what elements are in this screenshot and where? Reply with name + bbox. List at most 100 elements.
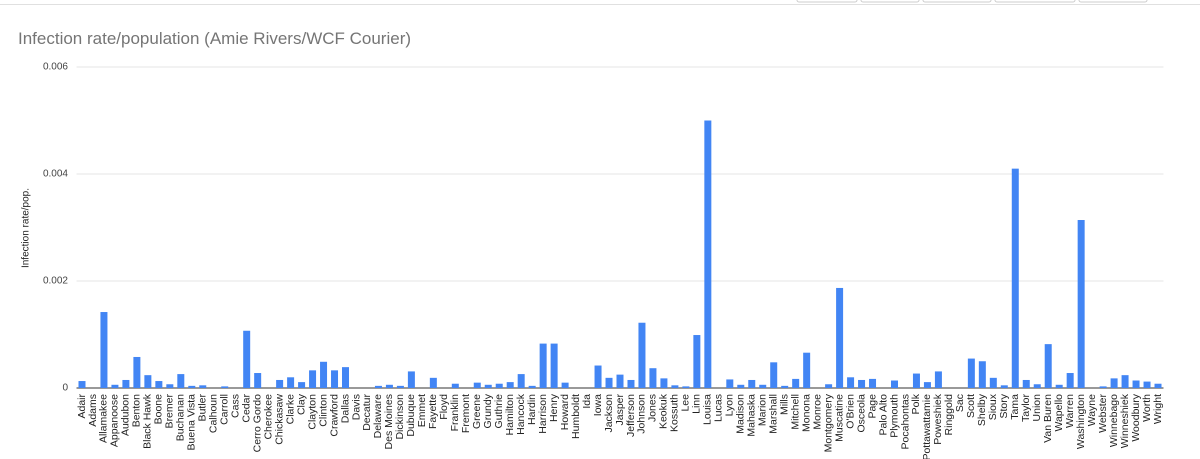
- x-tick-label: Story: [998, 393, 1010, 418]
- x-tick-label: Winneshiek: [1119, 393, 1131, 448]
- toolbar-button[interactable]: [860, 0, 920, 3]
- x-tick-label: Winnebago: [1108, 394, 1120, 447]
- bar: [858, 379, 866, 388]
- x-tick-label: Humboldt: [570, 394, 582, 439]
- bar: [429, 377, 437, 388]
- x-tick-label: Butler: [197, 394, 209, 422]
- x-tick-label: Calhoun: [208, 394, 220, 433]
- bar: [967, 358, 975, 388]
- x-tick-label: Linn: [691, 394, 703, 414]
- x-tick-label: Audubon: [120, 394, 132, 436]
- bar: [166, 384, 174, 388]
- x-tick-label: Wayne: [1086, 394, 1098, 426]
- x-tick-label: Monona: [800, 394, 812, 432]
- bar: [1099, 386, 1107, 388]
- bar: [803, 352, 811, 388]
- bar: [506, 382, 514, 388]
- bar: [836, 287, 844, 388]
- bar: [1000, 385, 1008, 388]
- bar: [978, 361, 986, 388]
- bar: [298, 382, 306, 388]
- bar: [254, 373, 262, 388]
- x-tick-label: Grundy: [482, 393, 494, 428]
- bar: [1077, 220, 1085, 388]
- x-tick-label: Taylor: [1020, 394, 1032, 423]
- x-tick-label: Pottawattamie: [921, 394, 933, 459]
- bar: [825, 384, 833, 388]
- x-tick-label: Des Moines: [383, 394, 395, 449]
- bar: [122, 379, 130, 388]
- bar: [561, 382, 569, 388]
- x-tick-label: Madison: [735, 394, 747, 434]
- bar: [276, 379, 284, 388]
- x-tick-label: Clay: [295, 393, 307, 415]
- x-tick-label: Louisa: [702, 394, 714, 425]
- bar: [649, 368, 657, 388]
- bar: [199, 385, 207, 388]
- x-tick-label: Johnson: [636, 394, 648, 434]
- x-tick-label: Shelby: [976, 393, 988, 426]
- bar: [517, 374, 525, 388]
- x-tick-label: Cedar: [240, 394, 252, 423]
- bar: [748, 379, 756, 388]
- x-tick-label: Decatur: [361, 393, 373, 430]
- x-tick-label: Emmet: [416, 394, 428, 427]
- x-tick-label: Polk: [910, 393, 922, 414]
- x-tick-label: Mahaska: [746, 394, 758, 437]
- bar: [144, 375, 152, 388]
- x-tick-label: Union: [1031, 394, 1043, 422]
- x-tick-label: Clinton: [317, 394, 329, 427]
- bar: [594, 365, 602, 388]
- x-tick-label: Palo Alto: [877, 394, 889, 436]
- x-tick-label: Montgomery: [822, 393, 834, 452]
- bar: [1066, 373, 1074, 388]
- x-tick-label: Davis: [350, 394, 362, 420]
- x-tick-label: Carroll: [219, 394, 231, 425]
- x-tick-label: Bremer: [164, 394, 176, 429]
- x-tick-label: Hardin: [526, 394, 538, 425]
- toolbar-button[interactable]: [922, 0, 992, 3]
- x-tick-label: Guthrie: [493, 394, 505, 429]
- bar: [605, 377, 613, 388]
- bar: [451, 383, 459, 388]
- toolbar-button[interactable]: [1078, 0, 1148, 3]
- bar: [1132, 380, 1140, 388]
- x-tick-label: Warren: [1064, 394, 1076, 428]
- bar: [407, 371, 415, 388]
- x-tick-label: Fremont: [460, 394, 472, 433]
- bar: [627, 379, 635, 388]
- bar: [1143, 381, 1151, 388]
- x-tick-label: Jasper: [614, 393, 626, 425]
- x-tick-label: Lee: [680, 394, 692, 412]
- bar: [539, 343, 547, 388]
- bar: [495, 383, 503, 388]
- x-tick-label: Dallas: [339, 394, 351, 423]
- x-tick-label: Wright: [1152, 394, 1164, 424]
- bar: [792, 378, 800, 388]
- chart-title: Infection rate/population (Amie Rivers/W…: [18, 29, 411, 48]
- bar: [385, 384, 393, 388]
- toolbar-button[interactable]: [994, 0, 1076, 3]
- toolbar-button[interactable]: [796, 0, 858, 3]
- x-tick-label: Scott: [965, 394, 977, 418]
- x-tick-label: Mitchell: [789, 394, 801, 430]
- x-tick-label: Franklin: [449, 394, 461, 432]
- x-tick-label: Pocahontas: [899, 394, 911, 449]
- bar: [638, 322, 646, 388]
- bar: [188, 385, 196, 388]
- bar: [1044, 344, 1052, 388]
- bar: [396, 385, 404, 388]
- x-tick-label: Hancock: [515, 393, 527, 435]
- bar: [484, 384, 492, 388]
- x-tick-label: O'Brien: [844, 394, 856, 429]
- x-tick-label: Clarke: [284, 394, 296, 425]
- x-tick-label: Muscatine: [833, 394, 845, 442]
- bar: [989, 377, 997, 388]
- bar: [1154, 383, 1162, 388]
- bar: [847, 377, 855, 388]
- x-tick-label: Van Buren: [1042, 394, 1054, 443]
- x-tick-label: Wapello: [1053, 394, 1065, 432]
- bar: [309, 370, 317, 388]
- x-tick-label: Adams: [87, 394, 99, 427]
- x-tick-label: Appanoose: [109, 394, 121, 447]
